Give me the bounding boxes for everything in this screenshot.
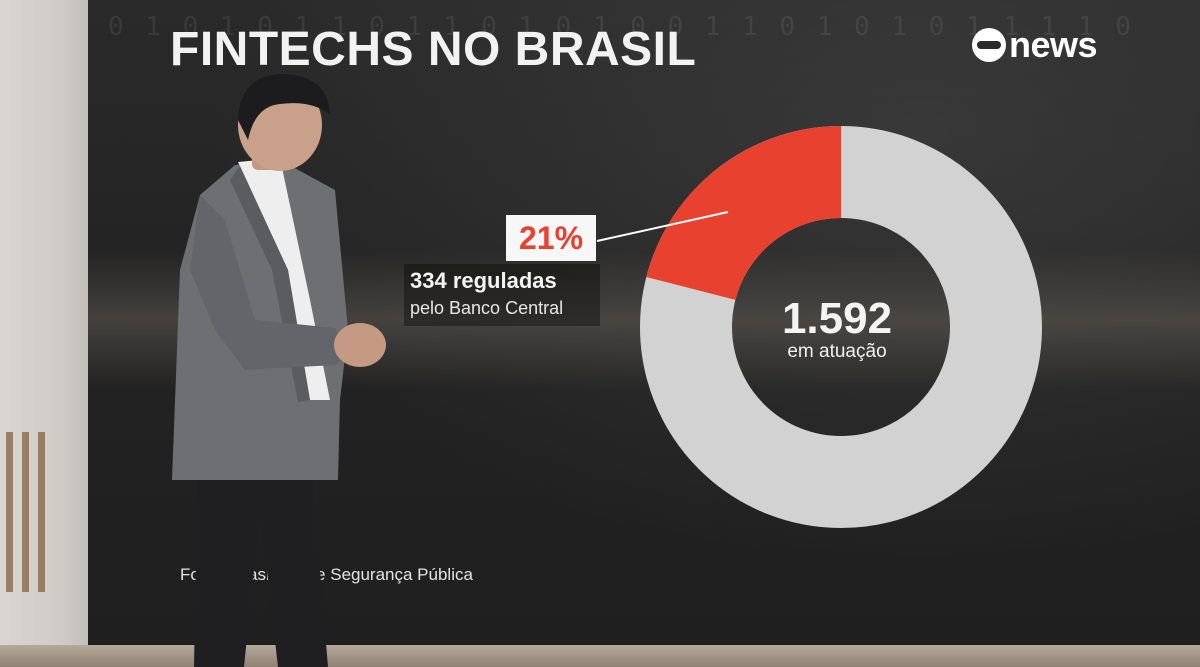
percent-label: 21% xyxy=(518,219,584,256)
presenter-hands xyxy=(334,323,386,367)
callout-regulated-count: 334 reguladas xyxy=(410,268,557,293)
center-value: 1.592 xyxy=(781,294,893,343)
studio-wall xyxy=(0,0,100,667)
globo-icon xyxy=(972,28,1006,62)
presenter-hair xyxy=(238,74,330,140)
center-label: em atuação xyxy=(787,341,887,362)
wall-stripe xyxy=(22,432,29,592)
callout-regulator: pelo Banco Central xyxy=(410,298,564,318)
wall-stripe xyxy=(38,432,45,592)
callout-backdrop xyxy=(404,264,600,326)
donut-chart xyxy=(640,126,1042,528)
leader-line xyxy=(596,211,729,242)
donut-slice-regulated xyxy=(646,126,841,300)
presenter-figure xyxy=(172,74,386,667)
wall-stripe xyxy=(6,432,13,592)
logo-text: news xyxy=(1009,24,1098,65)
presenter-arm xyxy=(190,195,350,370)
binary-backdrop: 0 1 0 1 0 1 1 0 1 1 0 1 0 1 0 0 1 1 0 1 … xyxy=(108,12,1134,42)
presenter-trousers xyxy=(194,450,328,667)
gnews-logo: news xyxy=(972,24,1098,66)
percent-badge: 21% xyxy=(506,215,596,261)
graphic-title: FINTECHS NO BRASIL xyxy=(170,23,697,76)
